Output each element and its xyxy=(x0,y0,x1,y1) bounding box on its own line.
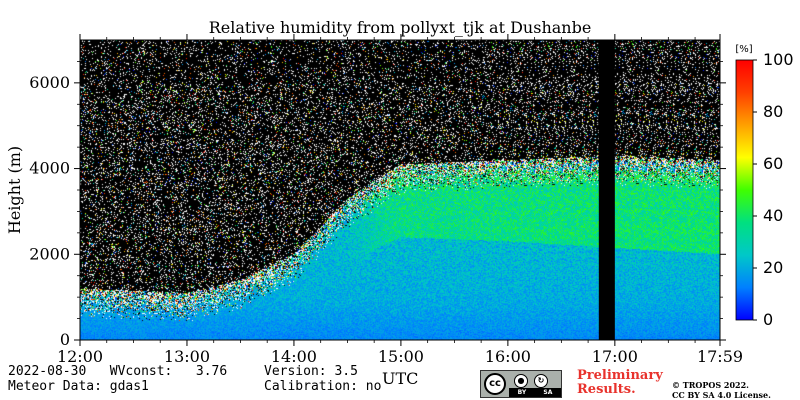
colorbar: [%] 0 20 40 60 80 100 xyxy=(735,44,793,329)
colorbar-tick-label: 100 xyxy=(763,50,794,69)
footer-wvconst-label: WVconst: xyxy=(109,364,173,379)
y-axis: 0 2000 4000 6000 xyxy=(29,61,726,349)
cc-by-label: BY xyxy=(517,389,527,396)
y-tick-label: 4000 xyxy=(29,159,70,178)
footer-date-line: 2022-08-30 WVconst: 3.76 xyxy=(8,364,227,379)
x-axis: 12:00 13:00 14:00 15:00 16:00 17:00 17:59 xyxy=(57,34,743,366)
colorbar-gradient xyxy=(735,59,754,321)
footer-calibration-label: Calibration: xyxy=(264,379,358,394)
footer-left: 2022-08-30 WVconst: 3.76 Meteor Data: gd… xyxy=(8,364,227,394)
colorbar-ticks: 0 20 40 60 80 100 xyxy=(753,50,794,329)
share-alike-icon: ↻ xyxy=(534,374,548,388)
copyright-line1: © TROPOS 2022. xyxy=(672,380,749,390)
x-tick-label: 13:00 xyxy=(164,347,210,366)
y-axis-label: Height (m) xyxy=(5,146,24,234)
cc-logo-icon: cc xyxy=(484,373,506,395)
cc-sa-label: SA xyxy=(543,389,553,396)
preliminary-line1: Preliminary xyxy=(577,368,663,383)
footer-meteor-line: Meteor Data: gdas1 xyxy=(8,379,227,394)
copyright-notice: © TROPOS 2022. CC BY SA 4.0 License. xyxy=(672,380,771,400)
copyright-line2: CC BY SA 4.0 License. xyxy=(672,390,771,400)
colorbar-tick-label: 0 xyxy=(763,310,773,329)
x-tick-label: 17:00 xyxy=(592,347,638,366)
x-tick-label: 17:59 xyxy=(697,347,743,366)
y-tick-label: 2000 xyxy=(29,244,70,263)
x-axis-unit-label: UTC xyxy=(382,369,419,388)
footer-meteor-value: gdas1 xyxy=(109,379,149,394)
colorbar-tick-label: 80 xyxy=(763,102,783,121)
footer-wvconst-value: 3.76 xyxy=(195,364,228,379)
cc-badge-strip: BY SA xyxy=(509,388,561,397)
footer-version-value: 3.5 xyxy=(334,364,358,379)
x-tick-label: 12:00 xyxy=(57,347,103,366)
footer-calibration-line: Calibration: no xyxy=(264,379,381,394)
colorbar-tick-label: 60 xyxy=(763,154,783,173)
preliminary-line2: Results. xyxy=(577,382,636,397)
cc-license-badge: cc ● ↻ BY SA xyxy=(480,370,562,398)
y-tick-label: 6000 xyxy=(29,73,70,92)
footer-calibration-value: no xyxy=(365,379,382,394)
humidity-heatmap xyxy=(80,40,720,340)
x-tick-label: 15:00 xyxy=(378,347,424,366)
no-data-gap xyxy=(598,40,615,340)
preliminary-notice: Preliminary Results. xyxy=(577,369,663,397)
footer-version-label: Version: xyxy=(264,364,327,379)
colorbar-tick-label: 20 xyxy=(763,258,783,277)
x-tick-label: 14:00 xyxy=(271,347,317,366)
chart-title: Relative humidity from pollyxt_tjk at Du… xyxy=(209,18,592,37)
y-tick-label: 0 xyxy=(60,330,70,349)
footer-date: 2022-08-30 xyxy=(8,364,87,379)
colorbar-tick-label: 40 xyxy=(763,206,783,225)
no-data-gaps xyxy=(598,40,615,340)
attribution-icon: ● xyxy=(514,374,528,388)
footer-middle: Version: 3.5 Calibration: no xyxy=(264,364,381,394)
footer-version-line: Version: 3.5 xyxy=(264,364,381,379)
x-tick-label: 16:00 xyxy=(485,347,531,366)
colorbar-unit-label: [%] xyxy=(735,44,752,55)
footer-meteor-label: Meteor Data: xyxy=(8,379,102,394)
plot-area xyxy=(79,39,721,341)
